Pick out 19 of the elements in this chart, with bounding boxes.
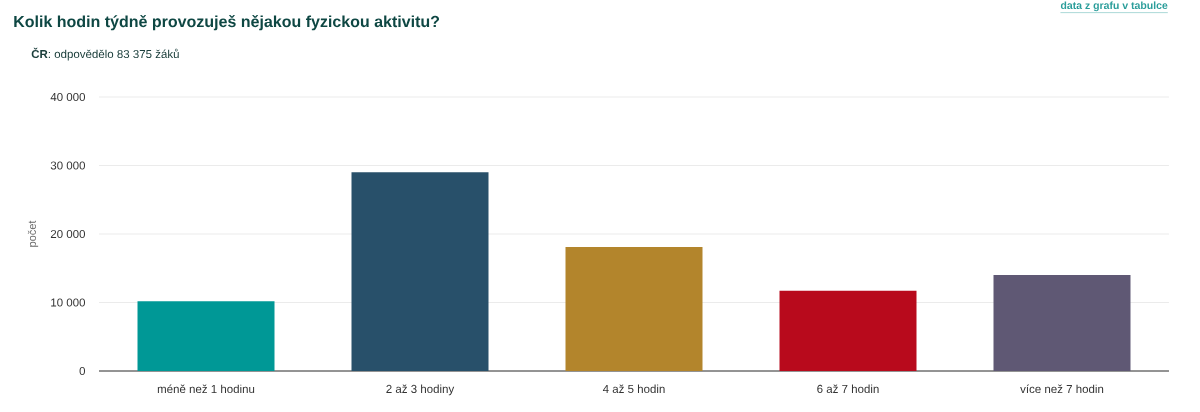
chart-title: Kolik hodin týdně provozuješ nějakou fyzickou aktivitu?	[14, 15, 440, 31]
x-tick-label: 6 až 7 hodin	[817, 384, 879, 393]
y-axis-title: počet	[27, 220, 39, 247]
y-tick-label: 10 000	[51, 298, 86, 307]
y-tick-label: 20 000	[50, 229, 86, 239]
bar	[993, 275, 1131, 371]
bar	[779, 290, 917, 371]
chart-subtitle: ČR: odpovědělo 83 375 žáků	[31, 47, 179, 61]
bar	[351, 172, 489, 371]
x-tick-label: méně než 1 hodinu	[157, 384, 255, 394]
x-tick-label: více než 7 hodin	[1020, 384, 1104, 394]
y-tick-label: 40 000	[50, 92, 86, 102]
x-tick-label: 2 až 3 hodiny	[386, 384, 455, 396]
y-tick-label: 30 000	[50, 161, 86, 170]
text: data z grafu v tabulce	[1060, 1, 1168, 12]
y-tick-label: 0	[79, 366, 86, 376]
bar	[137, 301, 275, 371]
bar	[565, 247, 703, 371]
x-tick-label: 4 až 5 hodin	[602, 384, 665, 393]
